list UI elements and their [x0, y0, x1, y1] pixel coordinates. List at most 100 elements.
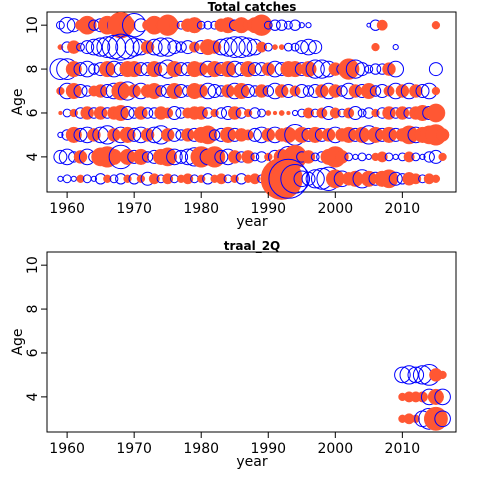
bubble-positive	[399, 365, 419, 385]
x-tick-label: 2000	[317, 201, 353, 217]
bubble-positive	[308, 40, 323, 55]
bubble-negative	[158, 147, 178, 167]
bubble-positive	[196, 20, 206, 30]
bubble-positive	[392, 153, 399, 160]
bubble-negative	[58, 110, 63, 116]
bubble-negative	[438, 370, 447, 380]
bubble-layer	[49, 11, 450, 200]
bubble-positive	[73, 84, 88, 98]
x-axis: 1960 1970 1980 1990 2000 2010	[49, 432, 420, 457]
bubble-positive	[369, 63, 382, 75]
bubble-positive	[57, 131, 64, 138]
bubble-positive	[365, 153, 372, 160]
bubble-positive	[78, 60, 96, 78]
bubble-negative	[219, 61, 237, 78]
bubble-negative	[67, 40, 81, 54]
bubble-positive	[109, 174, 119, 184]
bubble-positive	[155, 85, 167, 97]
bubble-positive	[91, 37, 111, 57]
bubble-negative	[56, 86, 65, 96]
bubble-positive	[213, 38, 230, 56]
bubble-negative	[371, 42, 380, 52]
bubble-positive	[62, 174, 72, 184]
bubble-positive	[167, 127, 182, 142]
x-axis: 1960 1970 1980 1990 2000 2010	[49, 192, 420, 217]
bubble-positive	[57, 175, 64, 182]
bubble-positive	[262, 85, 274, 97]
y-axis: 4 6 8 10	[25, 16, 47, 161]
bubble-positive	[247, 127, 262, 142]
bubble-positive	[58, 16, 76, 34]
bubble-negative	[127, 84, 141, 98]
bubble-positive	[434, 410, 451, 428]
x-tick-label: 2010	[385, 201, 421, 217]
y-tick-label: 10	[25, 16, 41, 34]
bubble-negative	[148, 173, 160, 185]
bubble-positive	[310, 152, 320, 162]
bubble-positive	[70, 175, 77, 182]
bubble-negative	[325, 169, 345, 189]
bubble-positive	[428, 62, 443, 77]
bubble-positive	[174, 149, 189, 164]
bubble-positive	[305, 22, 312, 29]
bubble-layer	[394, 364, 451, 431]
bubble-negative	[261, 128, 276, 142]
bubble-negative	[256, 41, 268, 53]
bubble-positive	[141, 151, 154, 163]
y-axis: 4 6 8 10	[25, 256, 47, 401]
bubble-positive	[268, 158, 309, 199]
bubble-positive	[293, 170, 311, 188]
bubble-positive	[175, 41, 187, 53]
bubble-positive	[208, 129, 221, 141]
bubble-negative	[99, 61, 116, 78]
bubble-positive	[101, 34, 127, 60]
bubble-positive	[257, 108, 267, 118]
bubble-positive	[364, 64, 374, 74]
bubble-positive	[407, 366, 425, 384]
bubble-positive	[73, 127, 88, 142]
bubble-positive	[215, 107, 228, 119]
y-tick-label: 6	[25, 348, 41, 357]
bubble-positive	[300, 38, 317, 56]
bubble-positive	[247, 62, 262, 77]
bubble-positive	[302, 85, 315, 97]
bubble-positive	[127, 127, 142, 142]
bubble-positive	[394, 366, 411, 384]
bubble-positive	[269, 19, 281, 31]
y-tick-label: 4	[25, 392, 41, 401]
bubble-positive	[167, 106, 182, 120]
bubble-positive	[73, 62, 88, 77]
bubble-negative	[417, 391, 428, 403]
bubble-negative	[395, 84, 410, 98]
bubble-positive	[223, 36, 246, 58]
bubble-negative	[168, 19, 180, 31]
bubble-negative	[286, 110, 291, 116]
bubble-positive	[214, 149, 229, 164]
bubble-positive	[88, 63, 100, 75]
bubble-positive	[352, 153, 359, 160]
y-axis-label: Age	[10, 328, 26, 355]
bubble-positive	[80, 40, 95, 55]
bubble-negative	[207, 40, 222, 54]
bubble-positive	[292, 109, 299, 117]
bubble-positive	[230, 36, 253, 58]
plot-frame	[46, 251, 457, 433]
bubble-positive	[290, 42, 300, 52]
bubble-positive	[56, 20, 65, 30]
bubble-negative	[426, 103, 446, 123]
chart-title: Total catches	[208, 0, 297, 14]
bubble-negative	[241, 150, 255, 164]
bubble-negative	[329, 107, 341, 119]
bubble-negative	[376, 151, 388, 163]
bubble-positive	[207, 84, 222, 98]
bubble-positive	[336, 85, 348, 97]
bubble-negative	[427, 388, 444, 405]
bubble-negative	[186, 17, 203, 34]
bubble-negative	[423, 406, 448, 431]
bubble-positive	[151, 37, 171, 57]
chart-title: traal_2Q	[224, 239, 281, 254]
bubble-positive	[76, 42, 85, 52]
bubble-positive	[415, 84, 430, 98]
y-tick-label: 10	[25, 256, 41, 274]
bubble-negative	[250, 14, 273, 36]
